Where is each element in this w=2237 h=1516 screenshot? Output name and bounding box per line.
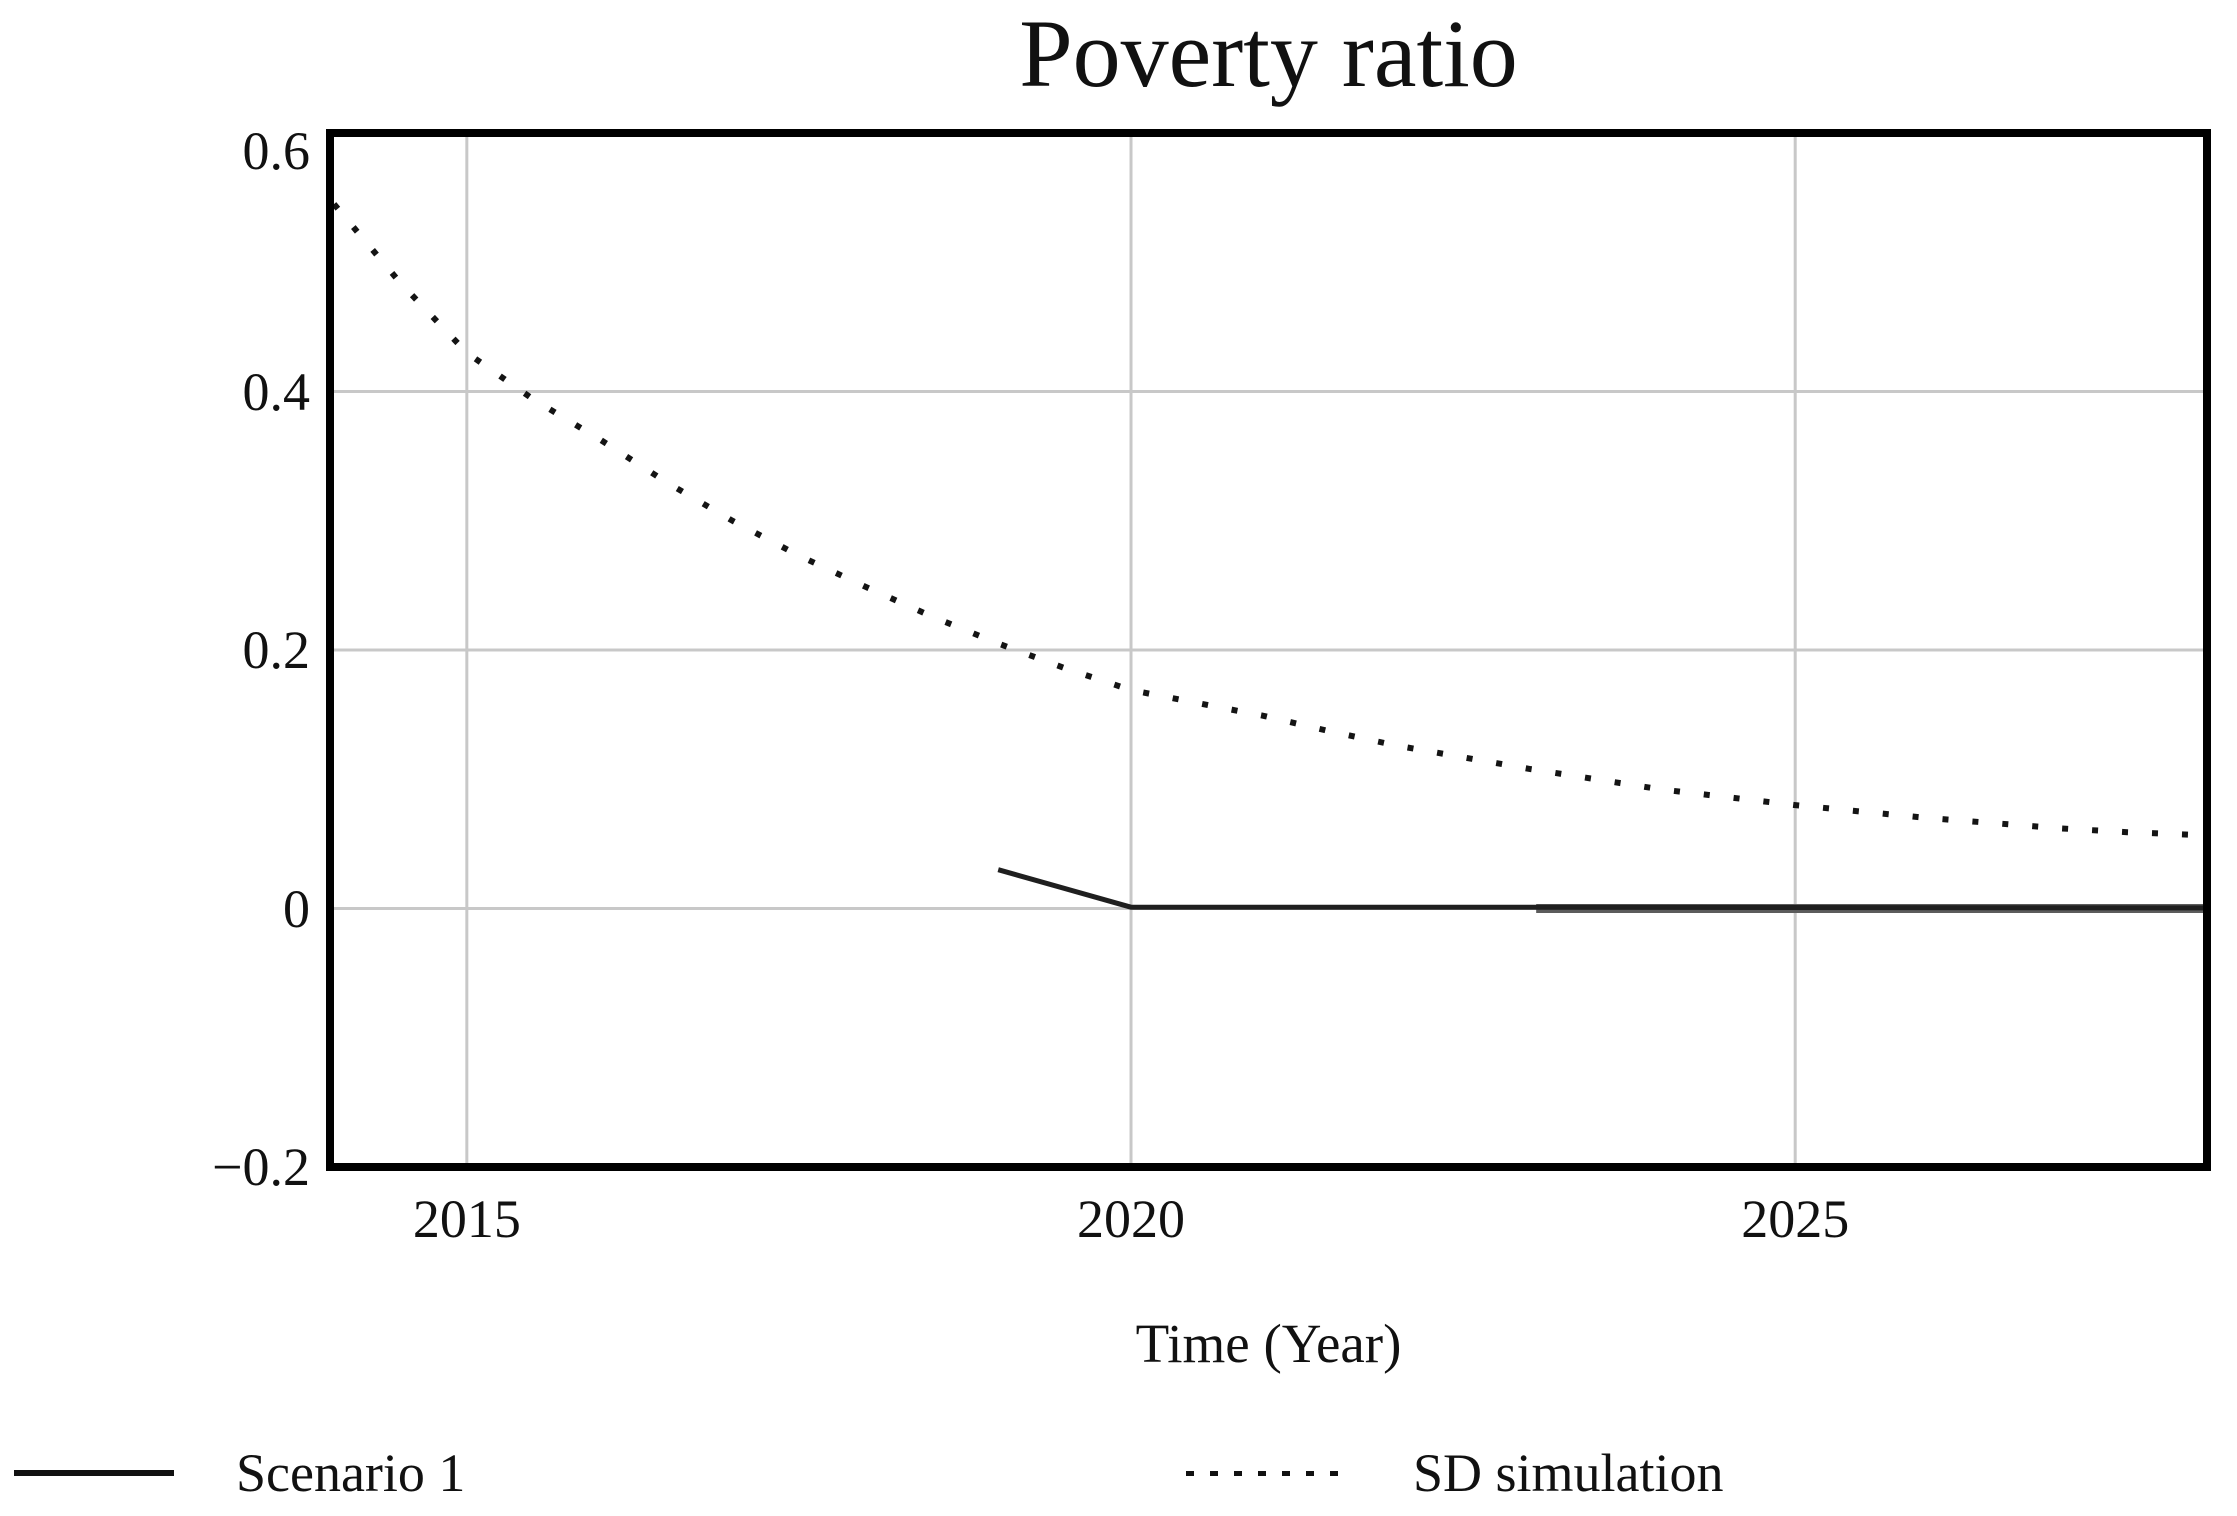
sd-simulation-line-swatch <box>1186 1470 1351 1476</box>
y-tick-label-4: −0.2 <box>212 1137 310 1197</box>
series-lines <box>331 202 2208 913</box>
y-tick-label-0: 0.6 <box>242 121 311 181</box>
sd-simulation-curve <box>331 202 2208 840</box>
gridlines <box>334 137 2203 1163</box>
plot-border <box>326 129 2211 1171</box>
x-axis-label: Time (Year) <box>1135 1313 1402 1374</box>
scenario1-line <box>997 867 2208 911</box>
legend-label-scenario1: Scenario 1 <box>236 1443 466 1503</box>
legend-label-sd-simulation: SD simulation <box>1413 1443 1724 1503</box>
legend-item-sd-simulation: SD simulation <box>1186 1442 1724 1504</box>
chart-title: Poverty ratio <box>1019 0 1518 107</box>
y-tick-label-3: 0 <box>283 878 310 939</box>
y-tick-label-1: 0.4 <box>242 361 311 422</box>
legend-item-scenario1: Scenario 1 <box>14 1442 465 1504</box>
scenario1-line-swatch <box>14 1470 174 1476</box>
x-tick-label-2: 2025 <box>1741 1189 1850 1249</box>
x-tick-label-0: 2015 <box>412 1189 521 1249</box>
x-tick-label-1: 2020 <box>1077 1189 1185 1249</box>
y-tick-label-2: 0.2 <box>242 620 311 680</box>
